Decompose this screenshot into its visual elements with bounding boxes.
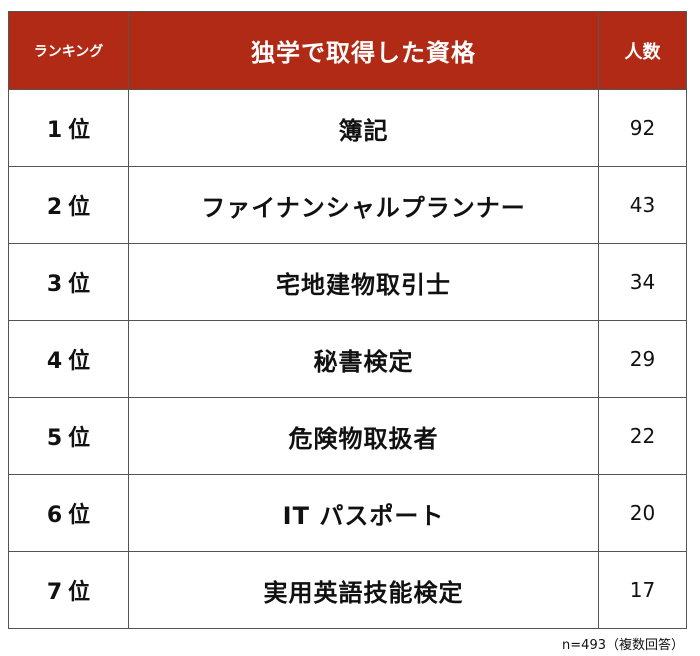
rank-suffix: 位 [68, 426, 91, 451]
table-header: ランキング 独学で取得した資格 人数 [8, 11, 687, 90]
rank-number: 1 [46, 118, 63, 143]
qualification-name: IT パスポート [128, 474, 599, 552]
count-cell: 92 [598, 89, 687, 167]
rank-number: 7 [46, 580, 63, 605]
rank-suffix: 位 [68, 272, 91, 297]
rank-suffix: 位 [68, 580, 91, 605]
rank-number: 2 [46, 195, 63, 220]
count-cell: 43 [598, 166, 687, 244]
qualification-name: 実用英語技能検定 [128, 551, 599, 629]
count-cell: 34 [598, 243, 687, 321]
rank-number: 5 [46, 426, 63, 451]
count-cell: 17 [598, 551, 687, 629]
rank-suffix: 位 [68, 349, 91, 374]
qualification-name: ファイナンシャルプランナー [128, 166, 599, 244]
header-rank: ランキング [8, 11, 129, 90]
rank-suffix: 位 [68, 503, 91, 528]
sample-size-note: n=493（複数回答） [562, 638, 684, 653]
rank-suffix: 位 [68, 195, 91, 220]
header-title: 独学で取得した資格 [128, 11, 599, 90]
qualification-name: 簿記 [128, 89, 599, 167]
count-cell: 22 [598, 397, 687, 475]
rank-number: 4 [46, 349, 63, 374]
count-cell: 29 [598, 320, 687, 398]
qualification-name: 宅地建物取引士 [128, 243, 599, 321]
qualification-name: 秘書検定 [128, 320, 599, 398]
rank-number: 6 [46, 503, 63, 528]
qualification-name: 危険物取扱者 [128, 397, 599, 475]
rank-number: 3 [46, 272, 63, 297]
rank-suffix: 位 [68, 118, 91, 143]
header-count: 人数 [598, 11, 687, 90]
count-cell: 20 [598, 474, 687, 552]
